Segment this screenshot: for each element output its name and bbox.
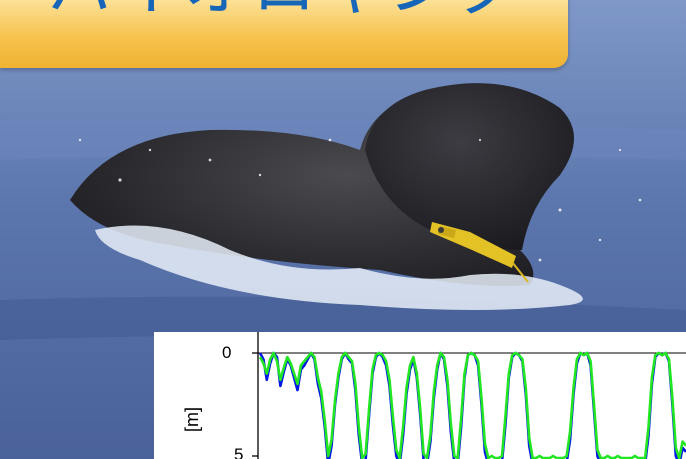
series-line-2: [258, 351, 686, 459]
banner-title: バイオロギング: [48, 0, 524, 20]
depth-chart: 0 5 [m]: [154, 332, 686, 459]
y-tick-label-5: 5: [234, 445, 244, 459]
title-banner: バイオロギング: [0, 0, 568, 68]
dorsal-fin: [365, 83, 574, 250]
water-splash: [95, 225, 583, 310]
depth-chart-plot: [252, 332, 686, 459]
y-axis-label: [m]: [182, 407, 202, 432]
y-tick-label-0: 0: [222, 343, 232, 362]
bio-logging-tag: [430, 222, 529, 283]
